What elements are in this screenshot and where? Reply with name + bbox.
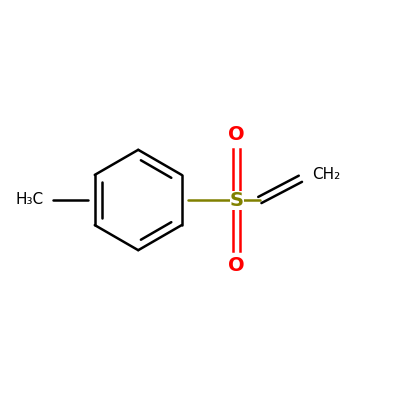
- Text: S: S: [230, 190, 244, 210]
- Text: O: O: [228, 125, 245, 144]
- Text: O: O: [228, 256, 245, 275]
- Text: CH₂: CH₂: [312, 168, 340, 182]
- Text: H₃C: H₃C: [16, 192, 44, 208]
